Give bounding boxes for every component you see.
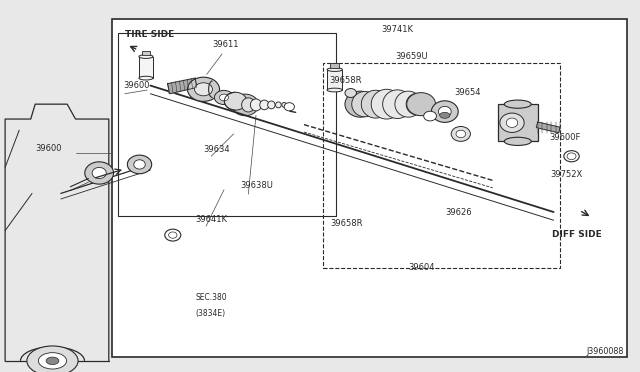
Ellipse shape	[260, 100, 269, 110]
Ellipse shape	[500, 113, 524, 132]
Bar	[330, 63, 339, 68]
Text: 39641K: 39641K	[195, 215, 227, 224]
Ellipse shape	[504, 100, 531, 108]
Text: 39600: 39600	[35, 144, 61, 153]
Text: DIFF SIDE: DIFF SIDE	[552, 230, 602, 239]
Ellipse shape	[327, 68, 342, 71]
Ellipse shape	[361, 90, 390, 118]
Ellipse shape	[220, 94, 228, 101]
Bar	[118, 33, 336, 216]
Ellipse shape	[127, 155, 152, 174]
Text: 39658R: 39658R	[330, 76, 362, 85]
Text: 39611: 39611	[212, 40, 239, 49]
Text: 39634: 39634	[204, 145, 230, 154]
Bar	[112, 19, 627, 357]
Ellipse shape	[188, 77, 220, 101]
Circle shape	[46, 357, 59, 365]
Circle shape	[27, 346, 78, 372]
Text: 39600F: 39600F	[549, 133, 580, 142]
Text: 39604: 39604	[408, 263, 435, 272]
Ellipse shape	[165, 229, 181, 241]
Text: (3834E): (3834E)	[195, 309, 225, 318]
Text: 39654: 39654	[454, 88, 481, 97]
Ellipse shape	[431, 101, 458, 122]
Ellipse shape	[139, 55, 153, 58]
Text: SEC.380: SEC.380	[195, 293, 227, 302]
Ellipse shape	[504, 137, 531, 145]
Ellipse shape	[225, 92, 247, 110]
Ellipse shape	[395, 91, 422, 117]
Ellipse shape	[276, 102, 281, 108]
Ellipse shape	[268, 101, 275, 109]
Bar	[139, 57, 153, 78]
Bar	[323, 63, 560, 268]
Ellipse shape	[134, 160, 145, 169]
Ellipse shape	[456, 130, 466, 138]
Bar	[498, 104, 538, 141]
Ellipse shape	[232, 94, 259, 116]
Ellipse shape	[424, 111, 436, 121]
Ellipse shape	[282, 102, 287, 107]
Text: TIRE SIDE: TIRE SIDE	[125, 30, 174, 39]
Ellipse shape	[139, 76, 153, 80]
Ellipse shape	[345, 91, 376, 117]
Circle shape	[440, 112, 450, 118]
Polygon shape	[168, 78, 197, 94]
Ellipse shape	[250, 99, 262, 111]
Ellipse shape	[242, 98, 255, 112]
Ellipse shape	[406, 93, 428, 115]
Ellipse shape	[371, 89, 402, 119]
Bar	[327, 70, 342, 90]
Circle shape	[38, 353, 67, 369]
Ellipse shape	[327, 88, 342, 92]
Ellipse shape	[564, 151, 579, 162]
Ellipse shape	[407, 93, 435, 116]
Ellipse shape	[345, 89, 356, 97]
Ellipse shape	[92, 167, 106, 179]
Ellipse shape	[567, 153, 576, 160]
Ellipse shape	[284, 103, 294, 111]
Ellipse shape	[383, 90, 412, 118]
Text: 39659U: 39659U	[395, 52, 428, 61]
Text: 39626: 39626	[445, 208, 472, 217]
Ellipse shape	[169, 232, 177, 238]
Text: 39658R: 39658R	[330, 219, 363, 228]
Polygon shape	[536, 122, 560, 133]
Ellipse shape	[214, 90, 234, 105]
Text: 39638U: 39638U	[240, 182, 273, 190]
Ellipse shape	[438, 106, 451, 117]
Ellipse shape	[195, 83, 212, 96]
Ellipse shape	[506, 118, 518, 127]
Ellipse shape	[85, 162, 114, 184]
Bar	[142, 51, 150, 55]
Ellipse shape	[451, 126, 470, 141]
Text: 39752X: 39752X	[550, 170, 582, 179]
Ellipse shape	[352, 92, 378, 117]
Text: 39741K: 39741K	[381, 25, 413, 34]
Text: 39600: 39600	[123, 81, 149, 90]
Text: J3960088: J3960088	[587, 347, 624, 356]
